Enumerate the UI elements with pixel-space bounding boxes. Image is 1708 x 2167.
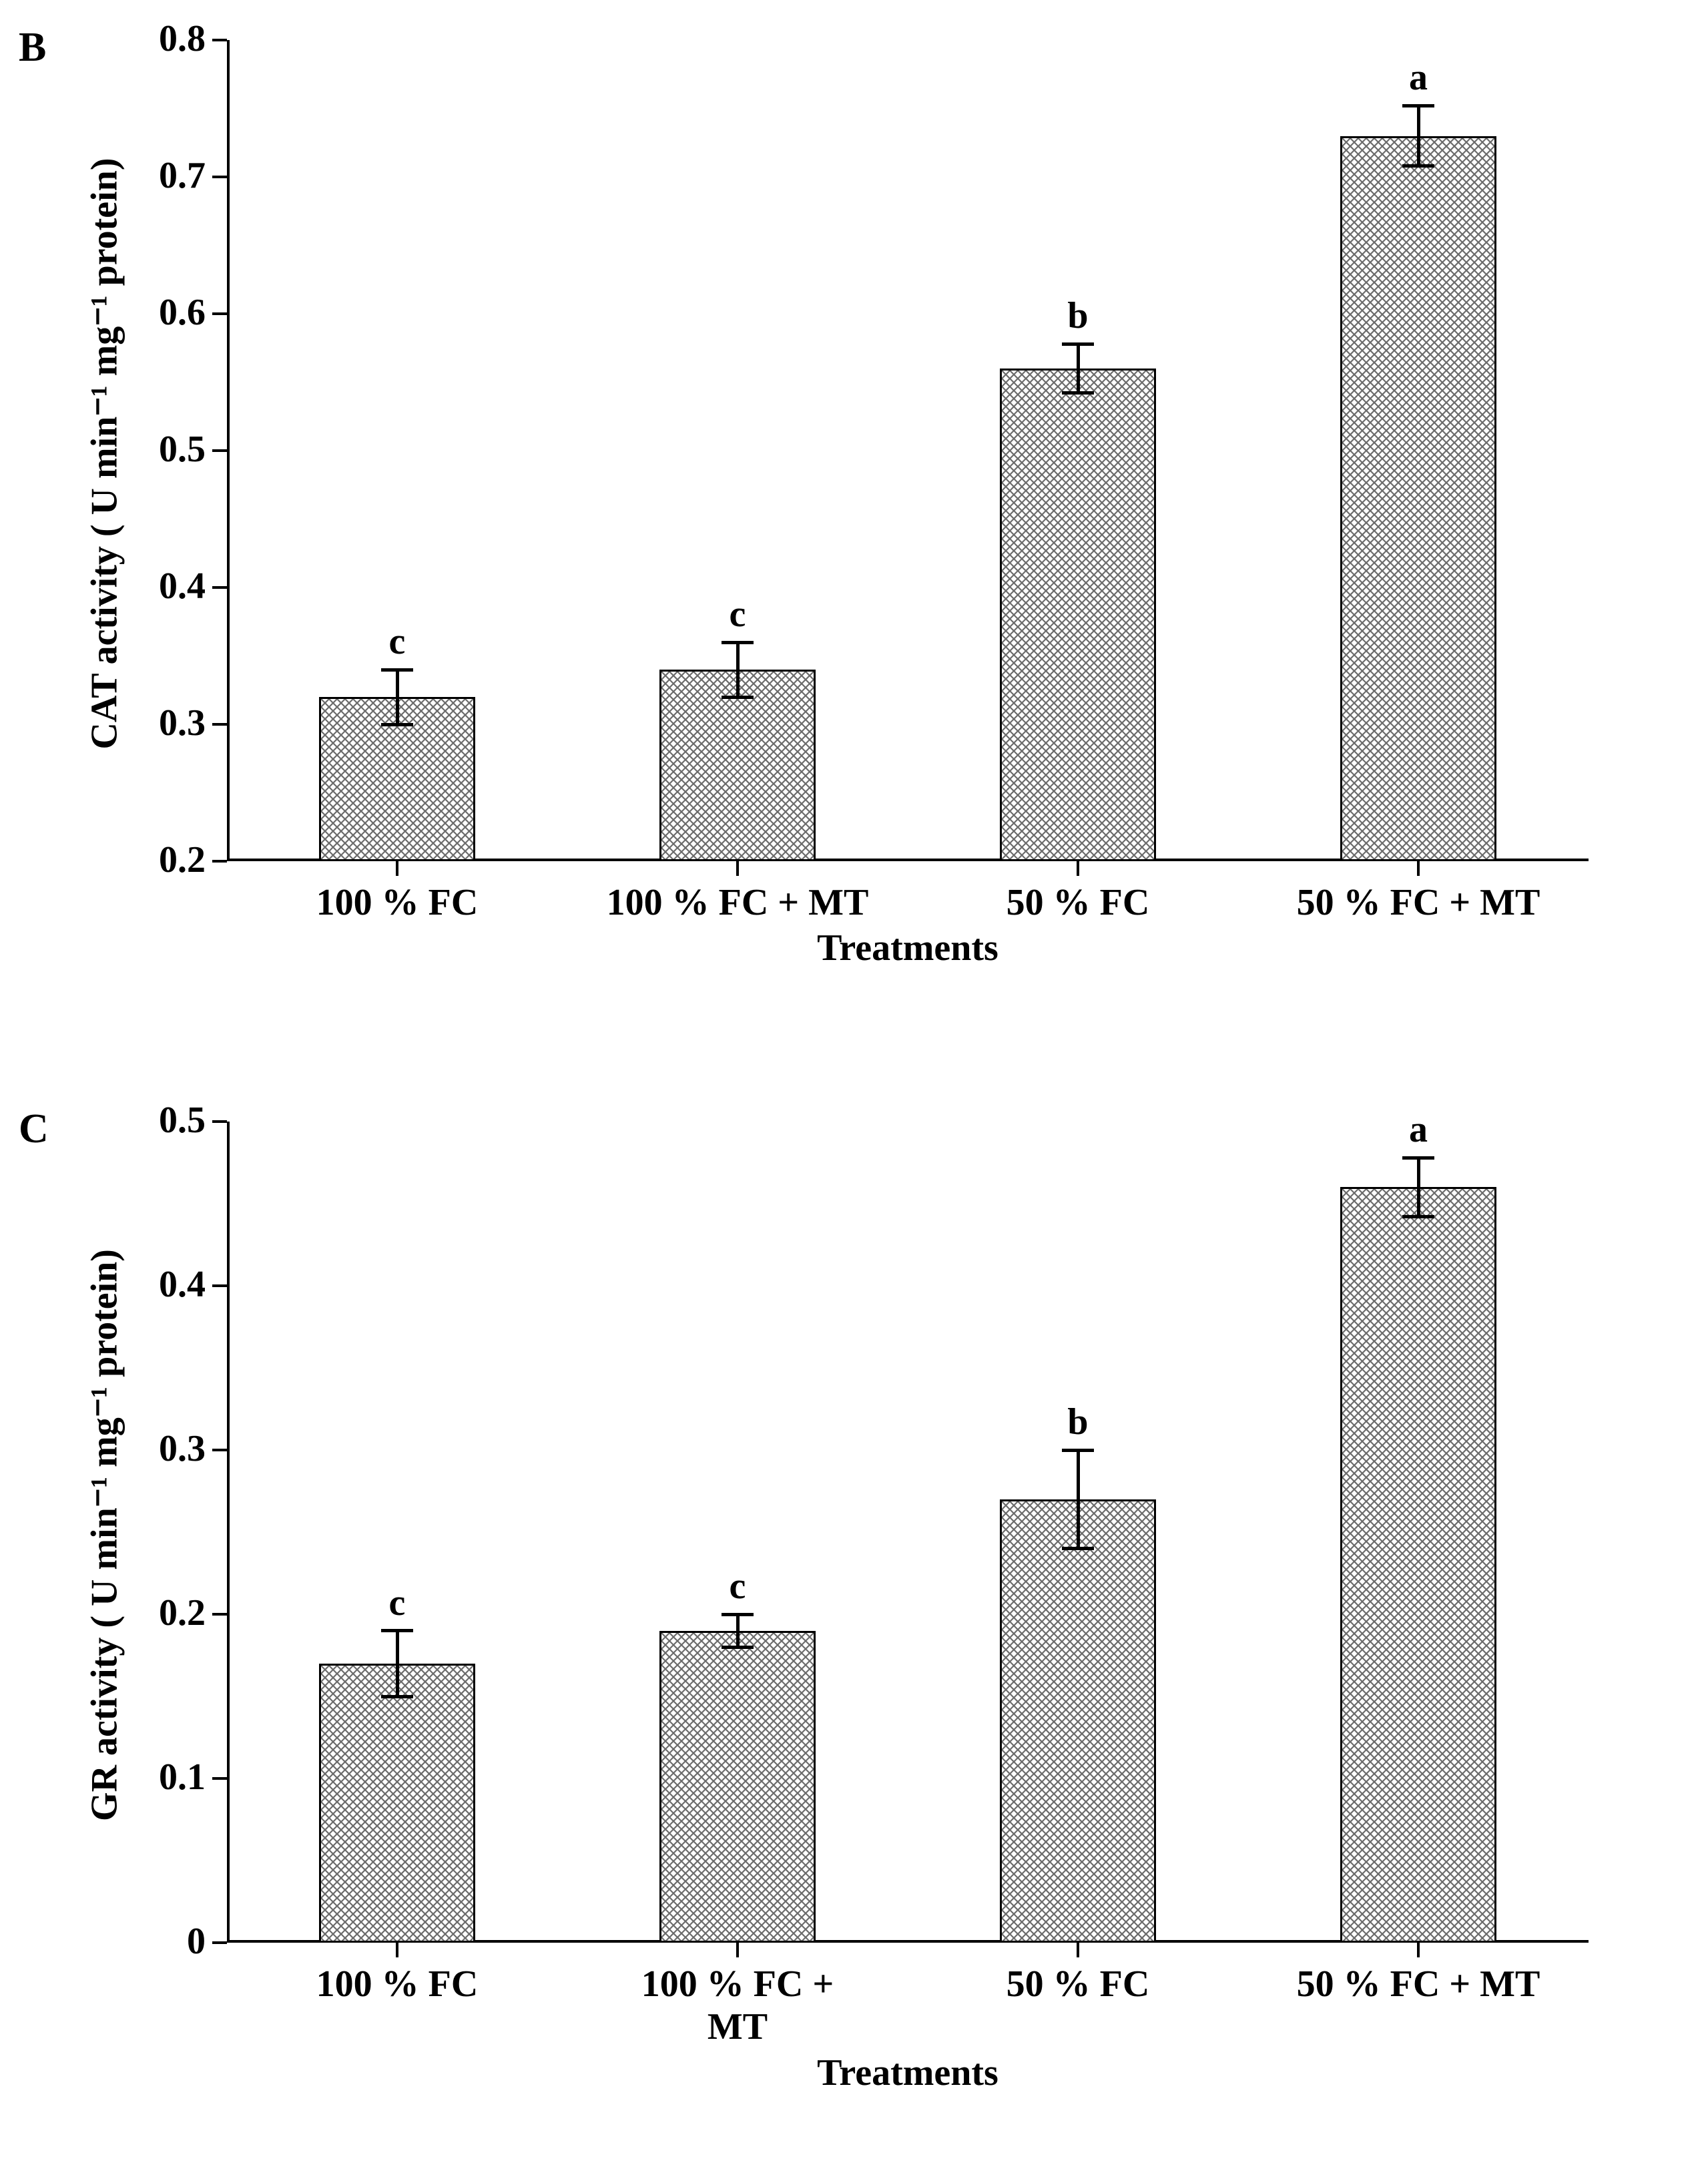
- sig-letter: a: [1340, 56, 1497, 99]
- y-tick: [212, 1613, 227, 1616]
- error-bar-cap: [381, 1695, 413, 1698]
- y-tick-label: 0: [125, 1920, 206, 1963]
- bar: [1340, 1187, 1497, 1943]
- error-bar-cap: [1062, 342, 1094, 346]
- y-tick: [212, 1777, 227, 1780]
- x-tick: [1077, 1943, 1079, 1957]
- error-bar-cap: [381, 723, 413, 726]
- y-tick: [212, 312, 227, 315]
- x-axis-title-b: Treatments: [227, 927, 1589, 969]
- bar: [1340, 136, 1497, 862]
- y-tick-label: 0.2: [125, 1592, 206, 1634]
- error-bar-cap: [722, 1613, 754, 1616]
- y-tick-label: 0.2: [125, 838, 206, 881]
- x-tick-label: 100 % FC: [227, 1963, 567, 2005]
- error-bar-stem: [396, 1631, 399, 1696]
- sig-letter: c: [659, 1565, 816, 1608]
- sig-letter: c: [319, 1582, 476, 1624]
- x-tick-label: 50 % FC + MT: [1248, 1963, 1589, 2005]
- y-axis-title-c: GR activity ( U min⁻¹ mg⁻¹ protein): [83, 1125, 126, 1946]
- x-tick-label: 50 % FC: [908, 1963, 1248, 2005]
- error-bar-stem: [396, 670, 399, 724]
- error-bar-stem: [1077, 344, 1080, 393]
- x-axis-title-c: Treatments: [227, 2052, 1589, 2094]
- x-tick-label: 100 % FC +MT: [567, 1963, 908, 2048]
- y-tick-label: 0.8: [125, 17, 206, 60]
- error-bar-stem: [1417, 105, 1420, 166]
- x-tick: [1417, 861, 1420, 876]
- y-tick-label: 0.7: [125, 154, 206, 197]
- bar: [659, 1631, 816, 1943]
- y-tick: [212, 1120, 227, 1123]
- error-bar-cap: [722, 696, 754, 699]
- x-tick: [736, 861, 739, 876]
- y-tick-label: 0.3: [125, 702, 206, 744]
- error-bar-cap: [1062, 1449, 1094, 1452]
- y-tick-label: 0.6: [125, 291, 206, 334]
- x-tick: [736, 1943, 739, 1957]
- y-axis-title-b: CAT activity ( U min⁻¹ mg⁻¹ protein): [83, 43, 126, 865]
- bar: [1000, 369, 1157, 861]
- x-tick-label: 100 % FC + MT: [567, 881, 908, 924]
- y-tick: [212, 1284, 227, 1287]
- y-tick: [212, 39, 227, 41]
- y-tick-label: 0.1: [125, 1756, 206, 1798]
- error-bar-stem: [736, 642, 740, 697]
- error-bar-cap: [1062, 391, 1094, 395]
- error-bar-cap: [1402, 104, 1434, 107]
- bar: [319, 1664, 476, 1943]
- error-bar-cap: [381, 1629, 413, 1632]
- x-tick: [396, 861, 398, 876]
- sig-letter: c: [659, 593, 816, 636]
- x-tick-label: 50 % FC + MT: [1248, 881, 1589, 924]
- error-bar-cap: [722, 1646, 754, 1649]
- y-tick-label: 0.5: [125, 428, 206, 471]
- y-tick: [212, 449, 227, 452]
- error-bar-stem: [1077, 1450, 1080, 1549]
- x-tick-label: 50 % FC: [908, 881, 1248, 924]
- sig-letter: b: [1000, 294, 1157, 337]
- sig-letter: b: [1000, 1401, 1157, 1443]
- y-tick: [212, 1449, 227, 1451]
- y-tick: [212, 1941, 227, 1944]
- page: B 0.2 0.3 0.4 0.5 0.6 0.7 0.8CAT activity ( U m…: [0, 0, 1708, 2167]
- x-tick-label: 100 % FC: [227, 881, 567, 924]
- y-tick: [212, 860, 227, 863]
- error-bar-stem: [1417, 1158, 1420, 1217]
- error-bar-cap: [1402, 1156, 1434, 1160]
- panel-label-b: B: [19, 24, 46, 71]
- y-tick: [212, 176, 227, 178]
- y-tick-label: 0.5: [125, 1099, 206, 1142]
- error-bar-cap: [722, 641, 754, 644]
- error-bar-cap: [1402, 164, 1434, 168]
- error-bar-cap: [1402, 1215, 1434, 1218]
- sig-letter: c: [319, 620, 476, 663]
- error-bar-cap: [1062, 1547, 1094, 1550]
- x-tick: [1417, 1943, 1420, 1957]
- sig-letter: a: [1340, 1108, 1497, 1151]
- x-tick: [1077, 861, 1079, 876]
- y-tick-label: 0.3: [125, 1427, 206, 1470]
- error-bar-stem: [736, 1614, 740, 1647]
- y-tick-label: 0.4: [125, 1263, 206, 1306]
- error-bar-cap: [381, 668, 413, 672]
- y-tick-label: 0.4: [125, 565, 206, 608]
- x-tick: [396, 1943, 398, 1957]
- y-tick: [212, 586, 227, 589]
- bar: [1000, 1499, 1157, 1943]
- y-tick: [212, 723, 227, 726]
- panel-label-c: C: [19, 1106, 49, 1153]
